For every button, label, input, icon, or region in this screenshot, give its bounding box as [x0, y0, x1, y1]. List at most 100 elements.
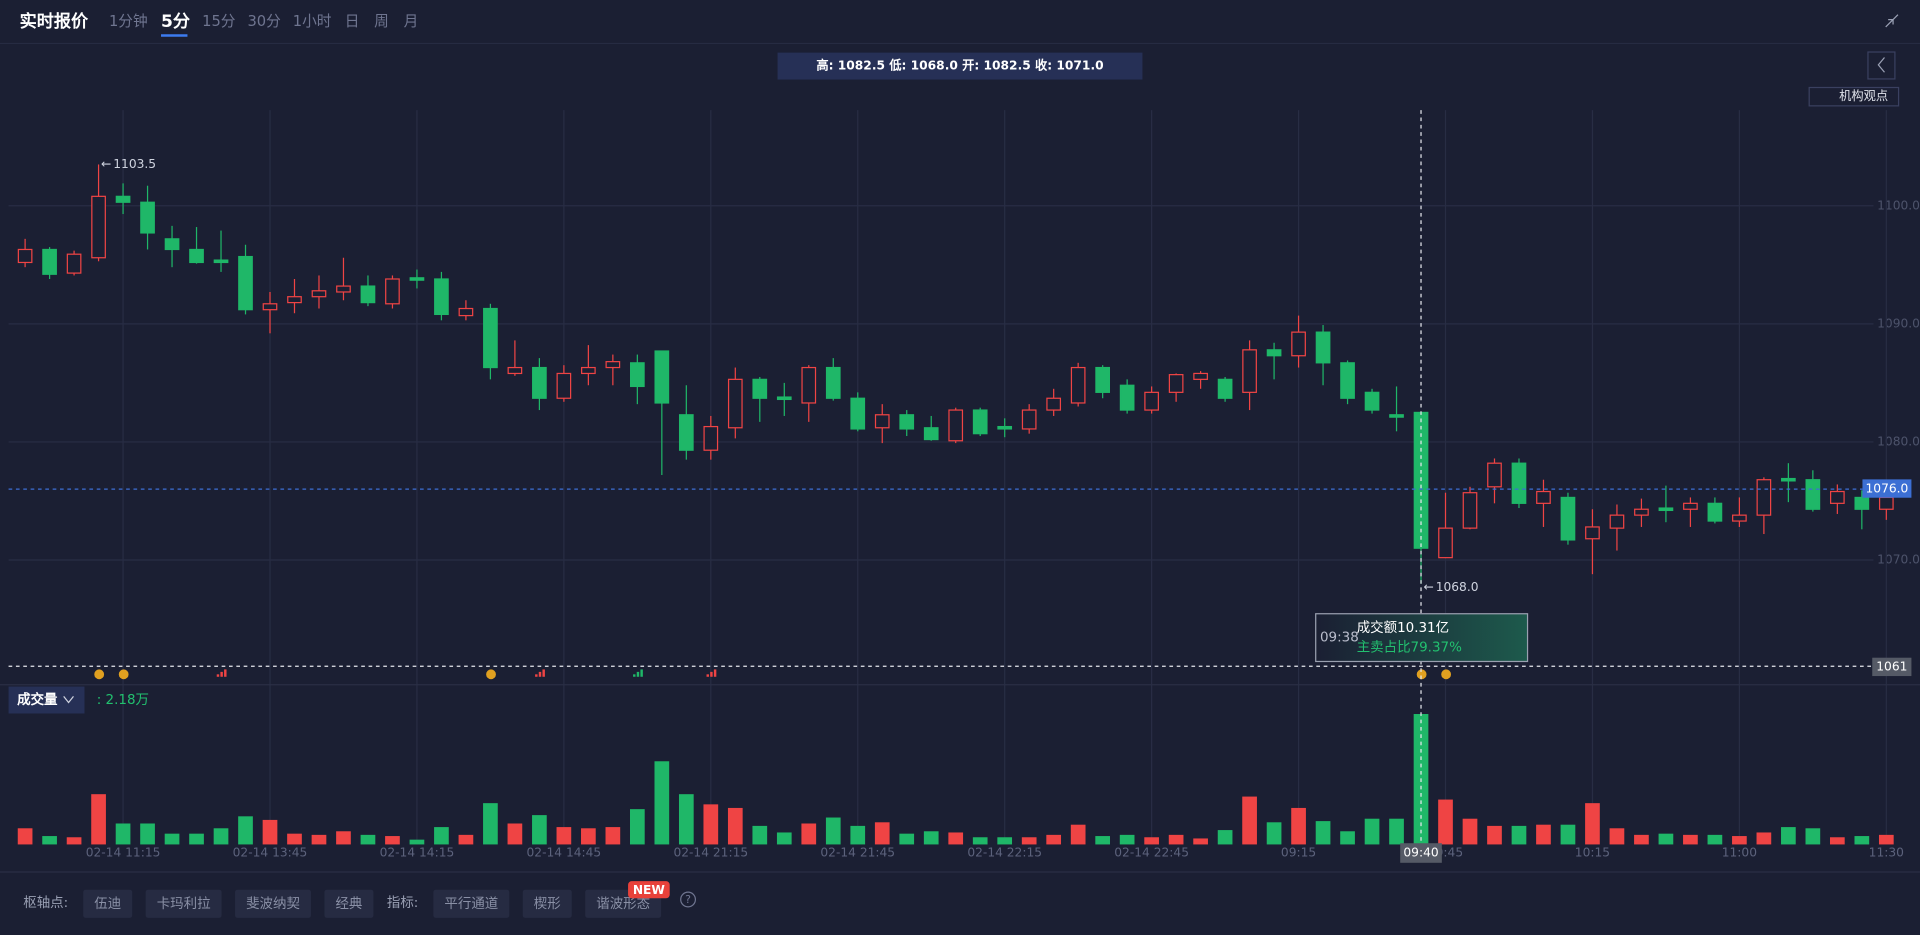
candle-body [776, 396, 792, 401]
volume-bar [1095, 836, 1110, 845]
volume-bar [899, 833, 915, 845]
volume-bar [948, 832, 964, 845]
candle-body [1805, 479, 1821, 510]
footer-button-label: 伍迪 [94, 896, 121, 912]
period-tab[interactable]: 周 [374, 13, 389, 30]
candle-body [1070, 366, 1086, 404]
candle-body [654, 350, 670, 404]
footer-button-label: 卡玛利拉 [157, 896, 211, 912]
help-icon[interactable] [680, 891, 697, 908]
x-tick-label: 02-14 13:45 [233, 846, 308, 860]
footer-button[interactable] [324, 889, 374, 918]
y-tick-label: 1080.0 [1877, 434, 1920, 448]
opinion-button[interactable] [1808, 86, 1900, 107]
x-tick-label: 02-14 21:45 [820, 846, 895, 860]
x-tick-label: 11:30 [1869, 846, 1904, 860]
candle-body [140, 201, 155, 234]
candle-body [1095, 366, 1110, 393]
footer-button-label: 斐波纳契 [246, 896, 300, 912]
period-tab[interactable]: 5分 [161, 12, 190, 32]
candle-body [483, 307, 498, 369]
x-tick-label: 02-14 21:15 [673, 846, 748, 860]
candle-body [899, 414, 915, 430]
volume-bar [727, 807, 743, 845]
volume-bar [385, 836, 400, 845]
last-price-label: 1076.0 [1866, 482, 1909, 496]
period-tab[interactable]: 30分 [247, 13, 281, 30]
volume-bar [997, 837, 1013, 845]
footer-button[interactable] [522, 889, 572, 918]
ohlc-info-box [777, 52, 1143, 80]
crosshair-price-label: 1061 [1876, 659, 1907, 673]
candle-body [409, 277, 425, 281]
y-tick-label: 1090.0 [1877, 316, 1920, 330]
candle-body [1536, 490, 1551, 504]
volume-bar [532, 815, 547, 845]
footer-button[interactable] [83, 889, 133, 918]
marker-arrow: ← [1423, 580, 1433, 594]
volume-bar [1438, 799, 1453, 845]
volume-bar [1854, 836, 1870, 845]
volume-readout: : 2.18万 [97, 693, 149, 708]
y-tick-label: 1070.0 [1877, 553, 1920, 567]
period-tab[interactable]: 1小时 [293, 13, 332, 30]
event-bar-icon [640, 669, 643, 677]
event-bar-icon [535, 674, 538, 677]
candle-body [91, 195, 106, 259]
footer-button[interactable] [235, 889, 311, 918]
volume-bar [825, 817, 841, 845]
candle-body [997, 425, 1013, 430]
collapse-icon[interactable] [1885, 14, 1899, 28]
candle-body [556, 372, 572, 399]
candle-body [1438, 527, 1453, 559]
candle-body [311, 290, 327, 298]
candle-body [874, 414, 890, 429]
candle-body [42, 248, 57, 275]
volume-bar [262, 819, 278, 845]
side-toggle-icon [1877, 57, 1885, 73]
event-bar-icon [538, 671, 542, 677]
footer-button[interactable] [433, 889, 510, 918]
volume-selector[interactable] [8, 686, 85, 714]
volume-selector-label: 成交量 [17, 691, 58, 708]
marker-arrow: ← [101, 157, 111, 171]
high-marker: 1103.5 [113, 157, 156, 171]
candle-body [1462, 492, 1478, 529]
footer-button[interactable] [145, 889, 222, 918]
volume-bar [458, 834, 474, 845]
event-marker [1416, 669, 1427, 680]
candle-body [605, 361, 621, 369]
period-tab[interactable]: 日 [345, 13, 360, 30]
x-tick-label: 02-14 22:45 [1114, 846, 1189, 860]
candle-body [630, 362, 645, 388]
side-toggle[interactable] [1867, 51, 1896, 80]
period-tab[interactable]: 月 [404, 13, 419, 30]
volume-bar [556, 827, 572, 845]
period-tab[interactable]: 15分 [202, 13, 236, 30]
candle-body [287, 296, 302, 304]
footer-label: 指标: [387, 895, 418, 911]
candle-body [1291, 331, 1306, 357]
candle-body [385, 278, 400, 305]
event-marker [1441, 669, 1452, 680]
x-tick-label: 11:00 [1722, 846, 1757, 860]
volume-bar [507, 823, 523, 845]
x-tick-label: 02-14 11:15 [86, 846, 161, 860]
candle-body [1658, 507, 1674, 512]
volume-bar [1242, 796, 1257, 845]
candle-body [458, 307, 474, 317]
volume-bar [1707, 834, 1723, 845]
volume-bar [630, 809, 645, 845]
period-tab[interactable]: 1分钟 [109, 13, 148, 30]
crosshair-time-tag [1400, 843, 1442, 863]
volume-bar [1781, 827, 1796, 845]
plot-area: 1070.0 1080.0 1090.0 1100.0 02-14 11:15 02-14… [8, 110, 1920, 860]
candle-body [1756, 479, 1772, 516]
overlay: ← 1103.5← 1068.01076.0106109:4009:38成交额10.… [8, 110, 1912, 863]
volume-bar [1511, 825, 1527, 845]
x-tick-label: 09:15 [1281, 846, 1316, 860]
volume-bar [1634, 834, 1649, 845]
candle-body [360, 285, 376, 304]
